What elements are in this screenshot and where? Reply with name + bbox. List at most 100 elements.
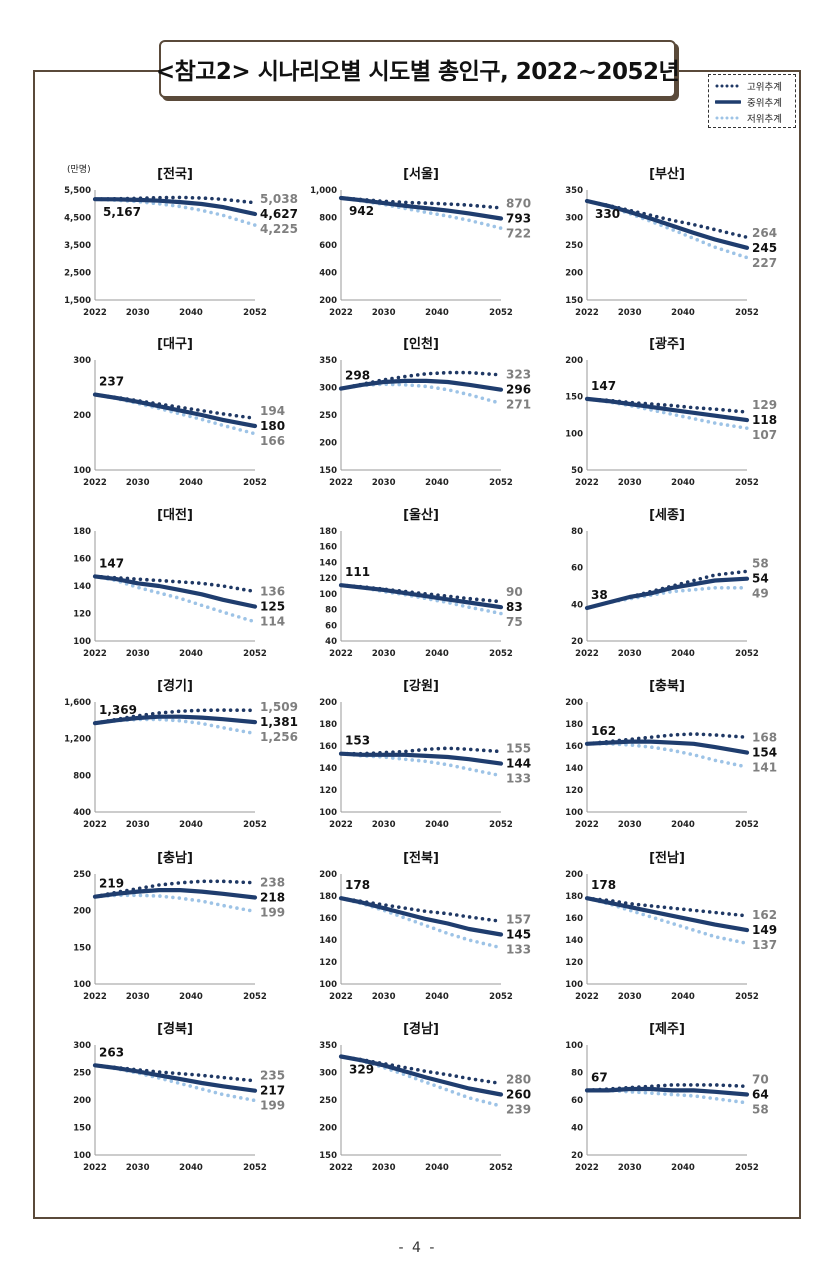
x-tick-label: 2040 [425,308,449,318]
legend-item-high: 고위추계 [715,78,791,94]
y-tick-label: 180 [565,892,583,902]
end-value-label-low: 58 [752,1103,769,1117]
x-tick-label: 2052 [735,308,759,318]
end-value-label-low: 199 [260,905,285,919]
end-value-label-high: 136 [260,585,285,599]
x-tick-label: 2052 [735,992,759,1002]
end-value-label-medium: 793 [506,211,531,225]
end-value-label-medium: 154 [752,746,777,760]
chart-panel: [전북] 100 120 140 160 180 200 2022 2030 2040 2052 17… [319,850,531,1002]
y-tick-label: 200 [565,269,583,279]
y-tick-label: 100 [319,808,337,818]
chart-title: [전남] [649,850,685,866]
end-value-label-low: 141 [752,761,777,775]
start-value-label: 178 [345,878,370,892]
x-tick-label: 2052 [243,992,267,1002]
x-tick-label: 2040 [179,992,203,1002]
title-box: <참고2> 시나리오별 시도별 총인구, 2022~2052년 [156,40,680,98]
x-tick-label: 2030 [126,992,150,1002]
y-tick-label: 150 [73,943,91,953]
x-tick-label: 2052 [735,1163,759,1173]
chart-panel: [경북] 100 150 200 250 300 2022 2030 2040 2052 263 23… [73,1021,285,1173]
y-tick-label: 150 [319,466,337,476]
series-line-medium [338,896,504,937]
y-tick-label: 200 [319,698,337,708]
end-value-label-high: 264 [752,226,777,240]
y-tick-label: 200 [73,907,91,917]
y-tick-label: 2,500 [64,269,91,279]
y-tick-label: 1,000 [310,186,337,196]
x-tick-label: 2030 [372,478,396,488]
end-value-label-high: 168 [752,731,777,745]
end-value-label-low: 107 [752,428,777,442]
y-tick-label: 20 [571,637,583,647]
x-tick-label: 2022 [329,308,353,318]
x-tick-label: 2022 [83,308,107,318]
end-value-label-high: 238 [260,875,285,889]
start-value-label: 942 [349,204,374,218]
y-tick-label: 180 [73,527,91,537]
start-value-label: 298 [345,369,370,383]
end-value-label-low: 114 [260,615,285,629]
end-value-label-low: 133 [506,943,531,957]
y-tick-label: 300 [73,356,91,366]
x-tick-label: 2052 [735,820,759,830]
x-tick-label: 2022 [329,649,353,659]
y-tick-label: 160 [319,543,337,553]
y-tick-label: 200 [73,1096,91,1106]
start-value-label: 111 [345,565,370,579]
end-value-label-low: 239 [506,1103,531,1117]
x-tick-label: 2052 [489,820,513,830]
chart-panel: [대전] 100 120 140 160 180 2022 2030 2040 2052 147 13… [73,507,285,659]
series-line-medium [584,896,750,933]
end-value-label-low: 227 [752,256,777,270]
x-tick-label: 2022 [83,992,107,1002]
chart-panel: [강원] 100 120 140 160 180 200 2022 2030 2040 2052 15… [319,678,531,830]
start-value-label: 5,167 [103,205,141,219]
x-tick-label: 2022 [83,649,107,659]
y-tick-label: 100 [319,590,337,600]
end-value-label-low: 133 [506,772,531,786]
x-tick-label: 2040 [671,820,695,830]
end-value-label-high: 90 [506,585,523,599]
x-tick-label: 2022 [575,649,599,659]
page-number: - 4 - [398,1240,437,1256]
end-value-label-high: 870 [506,196,531,210]
y-tick-label: 800 [319,214,337,224]
chart-panel: [부산] 150 200 250 300 350 2022 2030 2040 2052 330 26… [565,166,777,318]
y-tick-label: 350 [319,1041,337,1051]
end-value-label-medium: 54 [752,572,769,586]
x-tick-label: 2052 [243,820,267,830]
y-tick-label: 150 [73,1124,91,1134]
end-value-label-low: 166 [260,434,285,448]
x-tick-label: 2022 [83,820,107,830]
y-tick-label: 160 [565,914,583,924]
x-tick-label: 2052 [735,478,759,488]
x-tick-label: 2052 [243,1163,267,1173]
x-tick-label: 2030 [372,1163,396,1173]
y-tick-label: 50 [571,466,583,476]
x-tick-label: 2040 [671,308,695,318]
start-value-label: 1,369 [99,703,137,717]
end-value-label-low: 137 [752,938,777,952]
series-line-medium [92,1063,258,1093]
x-tick-label: 2030 [372,308,396,318]
x-tick-label: 2030 [618,992,642,1002]
y-tick-label: 400 [73,808,91,818]
x-tick-label: 2030 [372,992,396,1002]
end-value-label-medium: 83 [506,600,523,614]
legend-item-low: 저위추계 [715,110,791,126]
chart-title: [경남] [403,1021,439,1037]
chart-title: [경북] [157,1021,193,1037]
chart-panel: [전남] 100 120 140 160 180 200 2022 2030 2040 2052 17… [565,850,777,1002]
y-tick-label: 150 [565,296,583,306]
y-tick-label: 120 [319,574,337,584]
end-value-label-medium: 217 [260,1084,285,1098]
y-tick-label: 250 [319,411,337,421]
x-tick-label: 2040 [179,1163,203,1173]
end-value-label-medium: 145 [506,928,531,942]
x-tick-label: 2030 [126,308,150,318]
y-tick-label: 250 [73,870,91,880]
y-tick-label: 40 [571,1124,583,1134]
